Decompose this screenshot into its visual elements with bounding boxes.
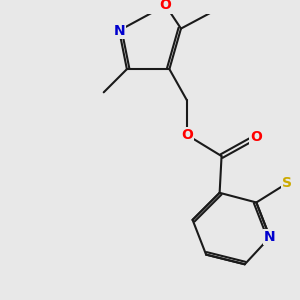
Text: N: N: [264, 230, 276, 244]
Text: O: O: [250, 130, 262, 144]
Text: S: S: [282, 176, 292, 190]
Text: O: O: [181, 128, 193, 142]
Text: N: N: [113, 23, 125, 38]
Text: O: O: [160, 0, 172, 12]
